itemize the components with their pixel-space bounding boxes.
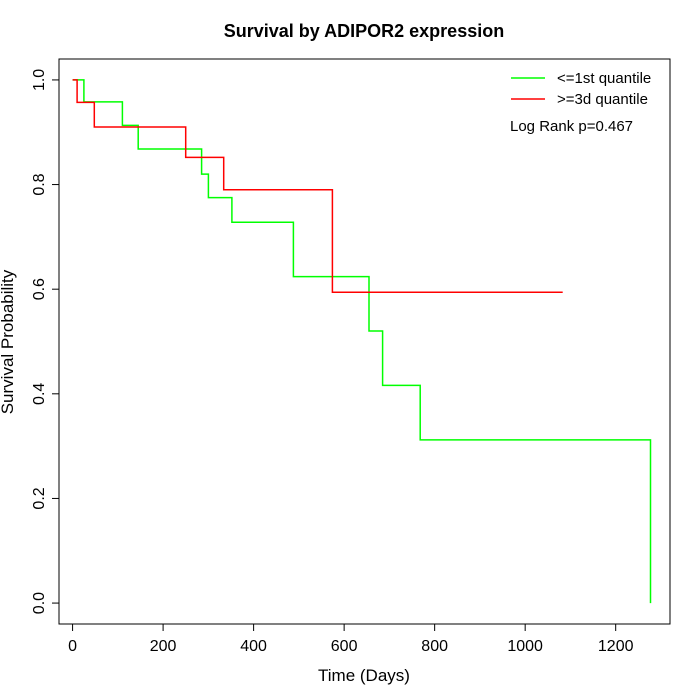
x-tick-label: 1200 bbox=[598, 638, 634, 655]
series-line-ge3d bbox=[72, 79, 563, 294]
series-line-le1st bbox=[72, 79, 652, 604]
chart-title: Survival by ADIPOR2 expression bbox=[224, 21, 504, 41]
x-tick-label: 400 bbox=[240, 638, 267, 655]
y-tick-label: 0.6 bbox=[31, 278, 48, 300]
x-tick-label: 800 bbox=[421, 638, 448, 655]
y-tick-label: 0.4 bbox=[31, 383, 48, 405]
y-tick-label: 0.8 bbox=[31, 173, 48, 195]
series-layer bbox=[72, 79, 652, 604]
y-tick-label: 0.0 bbox=[31, 592, 48, 614]
x-axis: 0 200 400 600 800 1000 1200 bbox=[68, 623, 634, 655]
y-axis: 0.0 0.2 0.4 0.6 0.8 1.0 bbox=[31, 69, 60, 614]
y-axis-label: Survival Probability bbox=[0, 269, 17, 414]
legend-label-le1st: <=1st quantile bbox=[557, 70, 651, 87]
y-tick-label: 1.0 bbox=[31, 69, 48, 91]
x-tick-label: 200 bbox=[150, 638, 177, 655]
x-tick-label: 1000 bbox=[507, 638, 543, 655]
log-rank-annotation: Log Rank p=0.467 bbox=[510, 118, 633, 135]
y-tick-label: 0.2 bbox=[31, 487, 48, 509]
legend-label-ge3d: >=3d quantile bbox=[557, 91, 648, 108]
x-axis-label: Time (Days) bbox=[318, 666, 410, 685]
legend: <=1st quantile >=3d quantile bbox=[511, 70, 651, 108]
plot-frame bbox=[58, 58, 671, 625]
x-tick-label: 0 bbox=[68, 638, 77, 655]
x-tick-label: 600 bbox=[331, 638, 358, 655]
